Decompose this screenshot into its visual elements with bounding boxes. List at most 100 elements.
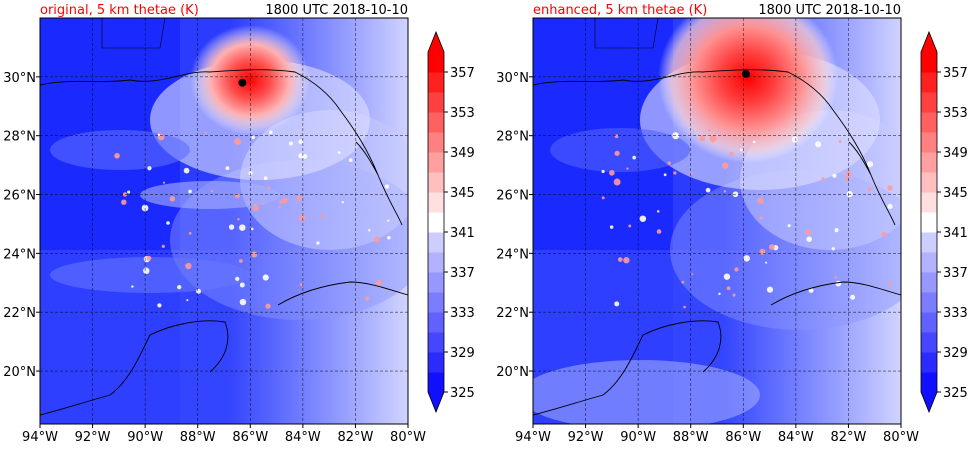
colorbar-tick-label: 349 (943, 146, 968, 161)
colorbar-level (921, 232, 937, 253)
cell (614, 134, 619, 139)
y-axis: 20°N 22°N 24°N 26°N 28°N 30°N (3, 71, 40, 380)
cell (121, 199, 127, 205)
coastline-cuba (277, 281, 408, 306)
storm-center-marker (741, 69, 750, 78)
cell (375, 280, 382, 286)
colorbar-tick-label: 333 (450, 306, 475, 321)
coastline-cuba (770, 281, 901, 306)
x-tick-label: 80°W (390, 430, 426, 445)
cell (867, 161, 874, 168)
colorbar-tick-label: 353 (943, 106, 968, 121)
colorbar-level (921, 192, 937, 213)
x-tick-label: 80°W (883, 430, 919, 445)
y-tick-label: 20°N (3, 365, 36, 380)
cell (723, 273, 731, 280)
cell (614, 150, 620, 156)
plot-frame (39, 17, 409, 425)
cell (387, 219, 390, 222)
cell (247, 201, 250, 204)
cell (157, 133, 161, 136)
cell (663, 173, 667, 177)
cell (281, 197, 288, 204)
cell (628, 224, 632, 228)
cell (384, 184, 390, 189)
cell (239, 282, 245, 288)
cell (838, 140, 842, 144)
cell (316, 241, 320, 245)
cell (808, 287, 814, 293)
y-tick-label: 28°N (496, 130, 529, 145)
cell (299, 282, 304, 287)
cell (235, 276, 240, 282)
colorbar-extend-min (921, 392, 937, 412)
cell (834, 227, 839, 233)
y-tick-label: 22°N (3, 306, 36, 321)
cell (186, 299, 189, 302)
colorbar-tick-label: 357 (943, 66, 968, 81)
colorbar-level (428, 112, 444, 133)
colorbar-level (428, 172, 444, 193)
x-tick-label: 82°W (830, 430, 866, 445)
cell (114, 153, 120, 159)
cell (743, 255, 750, 262)
thetae-field (533, 18, 901, 424)
colorbar-level (921, 312, 937, 333)
x-tick-label: 88°W (673, 430, 709, 445)
cell (707, 128, 711, 132)
cell (146, 255, 152, 261)
cell (613, 178, 621, 186)
cell (261, 202, 265, 206)
cell (609, 170, 615, 176)
y-tick-label: 30°N (496, 71, 529, 86)
cell (831, 247, 835, 251)
colorbar-level (921, 72, 937, 93)
y-tick-label: 24°N (496, 247, 529, 262)
panel-enhanced: enhanced, 5 km thetae (K) 1800 UTC 2018-… (496, 3, 919, 445)
colorbar-level (921, 112, 937, 133)
cell (617, 257, 623, 262)
cell (204, 131, 208, 135)
x-tick-label: 94°W (22, 430, 58, 445)
colorbar-extend-max (921, 32, 937, 52)
cell (718, 292, 721, 296)
cell (729, 151, 734, 157)
colorbar-tick-label: 349 (450, 146, 475, 161)
cell (709, 135, 717, 143)
x-tick-label: 90°W (620, 430, 656, 445)
colorbar-level (921, 352, 937, 373)
cell (766, 286, 774, 293)
colorbar-level (921, 152, 937, 173)
cell (815, 141, 822, 148)
coastline-yucatan (40, 320, 229, 416)
cell (723, 190, 727, 193)
thetae-field (40, 18, 408, 424)
colorbar-level (921, 92, 937, 113)
colorbar-level (428, 312, 444, 333)
gridlines (40, 18, 408, 424)
cell (166, 221, 170, 225)
cell (805, 229, 812, 236)
gridlines (533, 18, 901, 424)
cell (846, 191, 853, 198)
colorbar-extend-min (428, 392, 444, 412)
cell (734, 267, 739, 272)
colorbar-level (428, 212, 444, 233)
cell (821, 177, 825, 181)
cell (601, 169, 605, 174)
cell (791, 136, 798, 143)
cell (832, 173, 837, 178)
colorbar-level (921, 212, 937, 233)
cell (681, 280, 685, 284)
cell (169, 196, 176, 202)
cell (752, 140, 756, 144)
y-tick-label: 28°N (3, 130, 36, 145)
colorbar-original: 325 329 333 337 341 345 349 353 357 (427, 30, 475, 414)
cell (699, 135, 706, 142)
colorbar-tick-label: 345 (943, 186, 968, 201)
cell (656, 229, 662, 234)
colorbar-tick-label: 341 (450, 226, 475, 241)
cell (147, 166, 152, 171)
colorbar-enhanced: 325 329 333 337 341 345 349 353 357 (920, 30, 968, 414)
cell (881, 231, 887, 238)
